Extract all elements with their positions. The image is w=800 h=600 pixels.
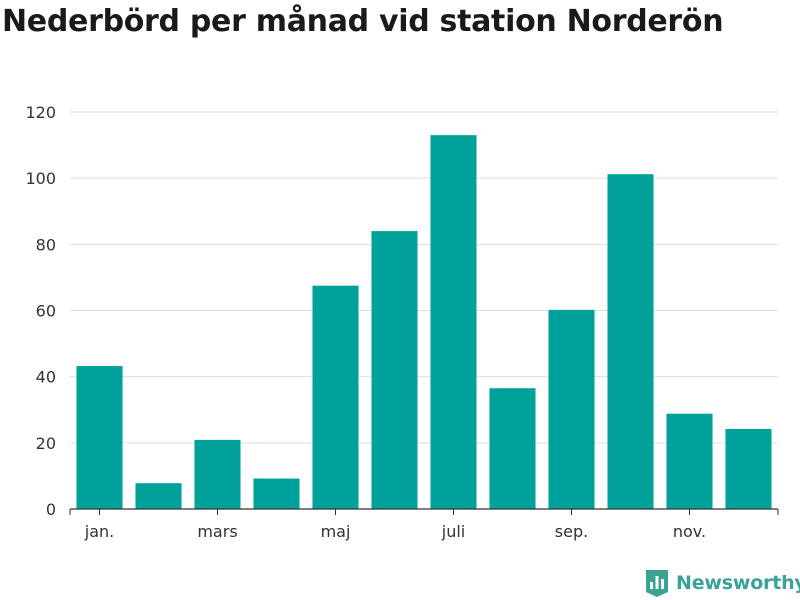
bar-juli — [430, 135, 477, 510]
chart-title: Nederbörd per månad vid station Norderön — [2, 4, 724, 39]
y-tick-label: 60 — [36, 302, 56, 321]
bar-dec — [725, 428, 772, 509]
y-tick-label: 100 — [25, 169, 56, 188]
bars — [76, 135, 772, 510]
bar-nov — [666, 413, 713, 509]
y-tick-label: 0 — [46, 500, 56, 519]
x-tick-label: mars — [197, 522, 237, 541]
bar-apr — [253, 478, 300, 509]
y-tick-label: 120 — [25, 103, 56, 122]
bar-mars — [194, 439, 241, 509]
y-tick-label: 20 — [36, 434, 56, 453]
x-tick-label: maj — [321, 522, 351, 541]
bar-aug — [489, 388, 536, 509]
newsworthy-logo: Newsworthy — [644, 568, 800, 598]
bar-feb — [135, 483, 182, 509]
bar-juni — [371, 231, 418, 509]
y-tick-label: 40 — [36, 368, 56, 387]
brand-name: Newsworthy — [676, 572, 800, 594]
gridlines — [70, 111, 778, 444]
bar-sep — [548, 309, 595, 509]
bar-maj — [312, 285, 359, 509]
x-tick-label: nov. — [673, 522, 706, 541]
x-tick-label: jan. — [84, 522, 114, 541]
bar-jan — [76, 366, 123, 509]
newsworthy-icon — [646, 570, 668, 597]
x-tick-label: sep. — [555, 522, 588, 541]
x-tick-label: juli — [441, 522, 465, 541]
y-tick-label: 80 — [36, 235, 56, 254]
x-axis: jan. mars maj juli sep. nov. — [69, 508, 779, 541]
bar-okt — [607, 174, 654, 510]
y-axis-ticks: 0 20 40 60 80 100 120 — [25, 103, 56, 519]
